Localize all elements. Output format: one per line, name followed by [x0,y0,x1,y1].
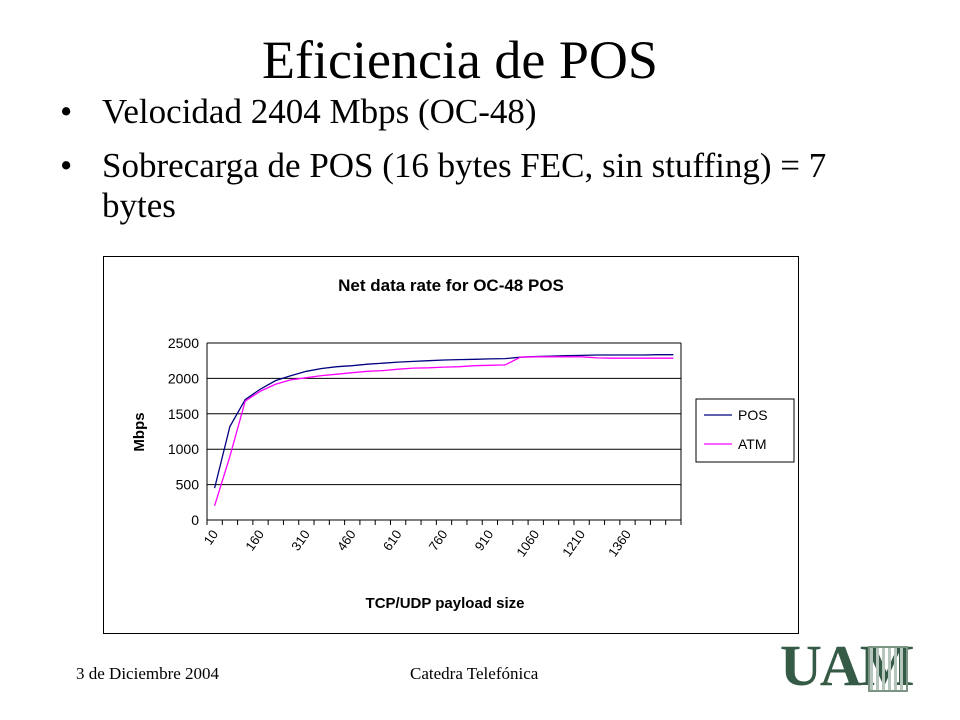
y-axis-label: Mbps [131,412,148,451]
x-tick-label: 460 [334,527,359,553]
y-tick-label: 500 [176,477,200,493]
y-tick-label: 1000 [168,441,199,457]
legend-label-atm: ATM [738,436,767,452]
x-tick-label: 1060 [513,527,542,559]
chart-title: Net data rate for OC-48 POS [338,276,564,295]
footer-date: 3 de Diciembre 2004 [76,664,220,683]
x-tick-label: 760 [426,527,451,553]
y-tick-label: 1500 [168,406,199,422]
chart: Net data rate for OC-48 POS 0 500 1000 1500… [103,256,799,634]
uam-logo: UAM [780,636,915,696]
y-tick-label: 0 [191,512,199,528]
legend-label-pos: POS [738,407,768,423]
uam-logo-mark-icon [868,646,908,692]
slide-title: Eficiencia de POS [262,30,658,90]
bullet-list: Velocidad 2404 Mbps (OC-48) Sobrecarga d… [60,92,860,240]
x-tick-label: 1360 [605,527,634,559]
bullet-speed: Velocidad 2404 Mbps (OC-48) [60,92,860,132]
footer-center: Catedra Telefónica [410,664,539,683]
legend-box [695,398,795,463]
bullet-overhead: Sobrecarga de POS (16 bytes FEC, sin stu… [60,146,860,226]
x-tick-label: 910 [472,527,497,553]
x-axis-label: TCP/UDP payload size [366,595,525,612]
x-tick-label: 160 [242,527,267,553]
x-tick-label: 10 [201,527,222,547]
chart-canvas: Net data rate for OC-48 POS 0 500 1000 1500… [131,276,795,612]
y-tick-label: 2500 [168,335,199,351]
x-tick-label: 610 [380,527,405,553]
x-tick-label: 1210 [559,527,588,559]
y-tick-label: 2000 [168,370,199,386]
x-tick-label: 310 [288,527,313,553]
series-line-atm [213,356,674,506]
series-line-pos [213,354,674,489]
